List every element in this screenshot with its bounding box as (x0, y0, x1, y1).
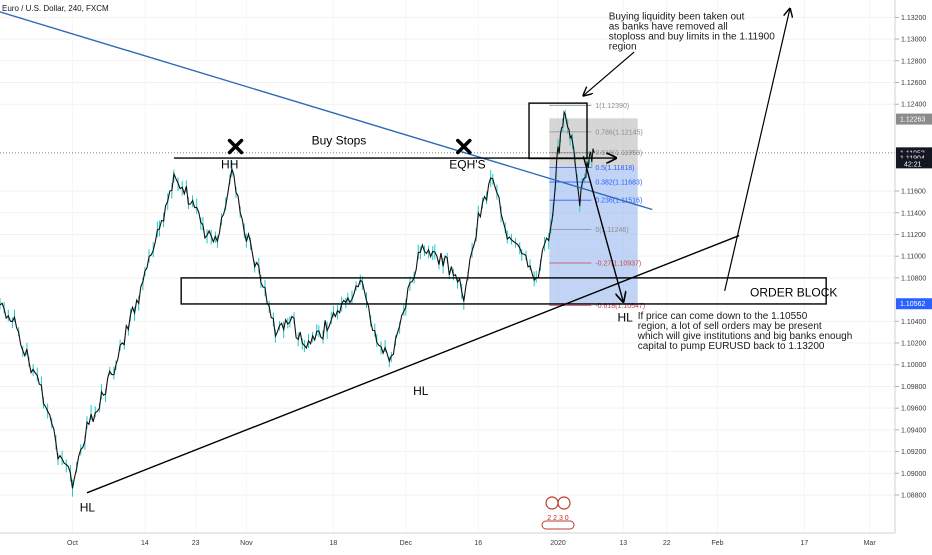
liquidity-sweep-box[interactable] (528, 102, 588, 160)
x-tick-label: 13 (619, 540, 627, 547)
y-tick-label: 1.11200 (901, 232, 926, 239)
y-tick-label: 1.11400 (901, 210, 926, 217)
countdown-tag (896, 158, 932, 169)
y-tick-label: 1.11600 (901, 189, 926, 196)
down-arrow-to-order-block[interactable] (582, 156, 623, 301)
plot-background (0, 0, 895, 533)
y-tick-label: 1.08800 (901, 493, 926, 500)
hl-mid-label: HL (413, 384, 429, 398)
liquidity-note-line: stoploss and buy limits in the 1.11900 (609, 32, 775, 43)
price-line (0, 110, 595, 489)
x-tick-label: 14 (141, 540, 149, 547)
y-tick-label: 1.13000 (901, 37, 926, 44)
fib-level-label: 0.236(1.11516) (595, 198, 642, 205)
order-block-box[interactable] (180, 277, 827, 305)
liquidity-note-line: Buying liquidity been taken out (609, 12, 745, 23)
y-tick-label: 1.11000 (901, 254, 926, 261)
fibonacci-retracement[interactable]: 1(1.12390) 0.786(1.12145) 0.618(1.11953) 0.… (549, 103, 645, 310)
x-tick-label: Oct (67, 540, 78, 547)
liquidity-note-line: region (609, 42, 637, 53)
price-note-line: which will give institutions and big ban… (637, 331, 853, 342)
watermark-logo: 2 2 3 0 (541, 496, 575, 530)
watermark-text: 2 2 3 0 (547, 515, 569, 522)
buy-stops-label: Buy Stops (312, 133, 367, 147)
price-note-line: region, a lot of sell orders may be pres… (638, 321, 822, 332)
descending-trendline[interactable] (0, 11, 653, 211)
target-arrow-up[interactable] (724, 9, 790, 292)
x-tick-label: 16 (474, 540, 482, 547)
price-note-line: If price can come down to the 1.10550 (638, 311, 808, 322)
x-marker-icon (227, 138, 244, 155)
fib-level-label: 0.786(1.12145) (595, 129, 642, 136)
x-tick-label: 23 (192, 540, 200, 547)
liquidity-note-line: as banks have removed all (609, 22, 728, 33)
y-tick-label: 1.09000 (901, 471, 926, 478)
x-marker-icon (456, 138, 472, 155)
x-tick-label: 17 (801, 540, 809, 547)
y-tick-label: 1.13200 (901, 15, 926, 22)
order-block-label: ORDER BLOCK (750, 285, 837, 299)
x-tick-label: Dec (400, 540, 413, 547)
watermark-base-icon (541, 520, 575, 530)
x-tick-label: 22 (663, 540, 671, 547)
x-tick-label: 2020 (550, 540, 566, 547)
fib-level-label: -0.618(1.10547) (595, 303, 645, 310)
fib-lower-zone (549, 167, 638, 306)
time-axis[interactable]: Oct 14 23 Nov 18 Dec 16 2020 13 22 Feb 17 Mar (67, 540, 876, 547)
eqhs-label: EQH'S (449, 157, 485, 171)
y-tick-label: 1.12800 (901, 58, 926, 65)
x-tick-label: Nov (240, 540, 253, 547)
y-tick-label: 1.09400 (901, 427, 926, 434)
watermark-eye-icon (557, 496, 571, 510)
y-tick-label: 1.10800 (901, 275, 926, 282)
fib-level-label: 0.382(1.11683) (595, 180, 642, 187)
y-tick-label: 1.12600 (901, 80, 926, 87)
y-tick-label: 1.10000 (901, 362, 926, 369)
price-tag (896, 113, 932, 125)
hl-left-label: HL (80, 500, 96, 514)
price-tag-label: 1.12263 (900, 117, 925, 124)
price-tag (896, 152, 932, 164)
x-tick-label: Mar (864, 540, 877, 547)
y-tick-label: 1.09600 (901, 406, 926, 413)
text-annotations: Buy Stops HH EQH'S HL HL HL ORDER BLOCK Buying … (80, 12, 853, 515)
drawing-annotations[interactable] (0, 9, 895, 494)
fib-level-label: 0(1.11246) (595, 227, 628, 234)
fib-level-label: 0.5(1.11818) (595, 165, 634, 172)
hh-label: HH (221, 157, 238, 171)
x-tick-label: 18 (329, 540, 337, 547)
note-pointer-arrow[interactable] (583, 51, 635, 95)
price-tag-label: 1.10562 (900, 301, 925, 308)
fib-level-label: 0.618(1.11953) (595, 150, 642, 157)
price-note-line: capital to pump EURUSD back to 1.13200 (638, 341, 825, 352)
y-tick-label: 1.10200 (901, 341, 926, 348)
fib-upper-zone (549, 118, 638, 168)
fib-level-label: 1(1.12390) (595, 103, 629, 110)
countdown-label: 42:21 (904, 161, 922, 168)
fib-level-label: -0.27(1.10937) (595, 261, 641, 268)
hl-right-label: HL (617, 310, 633, 324)
y-tick-label: 1.09200 (901, 449, 926, 456)
price-series (0, 109, 595, 497)
y-tick-label: 1.10400 (901, 319, 926, 326)
y-tick-label: 1.12400 (901, 102, 926, 109)
price-axis[interactable]: 1.08800 1.09000 1.09200 1.09400 1.09600 1.098… (895, 15, 932, 500)
x-tick-label: Feb (711, 540, 723, 547)
y-tick-label: 1.09800 (901, 384, 926, 391)
symbol-title: Euro / U.S. Dollar, 240, FXCM (2, 4, 109, 13)
price-tag (896, 298, 932, 310)
